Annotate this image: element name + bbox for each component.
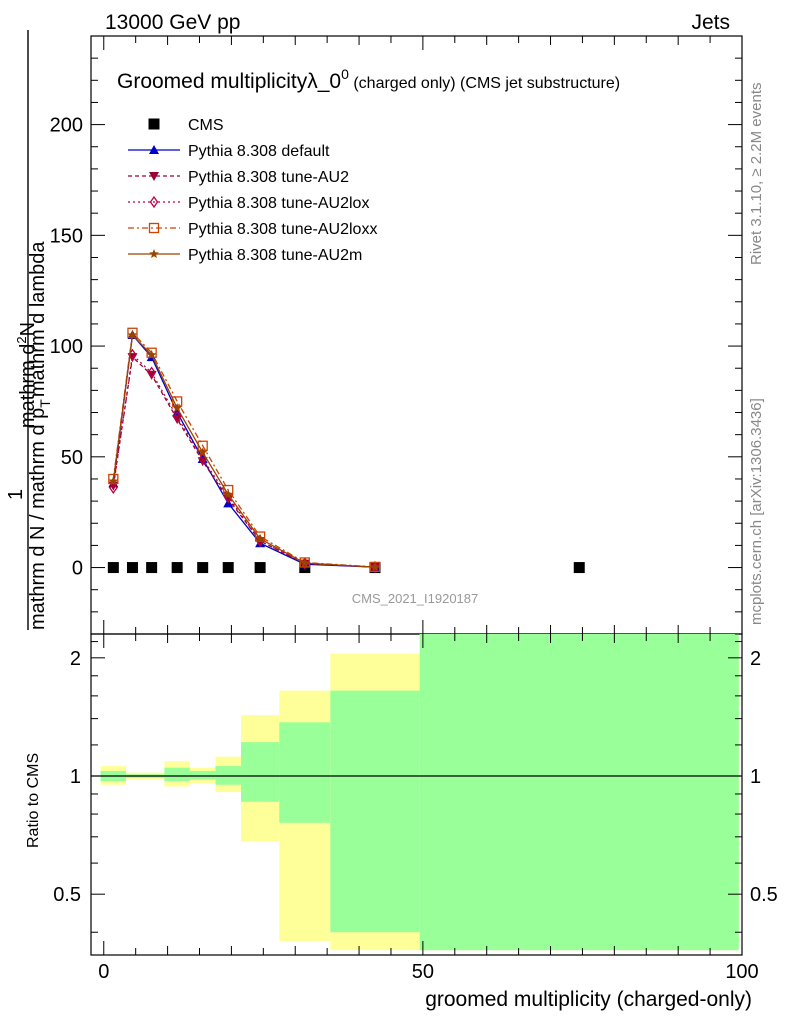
ratio-ytick-label-right: 2 bbox=[750, 648, 761, 670]
legend-label-pythia-8-308-default: Pythia 8.308 default bbox=[188, 143, 330, 160]
data-point-pythia-8-308-tune-au2m bbox=[300, 558, 310, 568]
ratio-ytick-label: 1 bbox=[70, 766, 81, 788]
data-point-pythia-8-308-tune-au2loxx bbox=[254, 531, 266, 542]
legend-marker-cms bbox=[148, 118, 160, 130]
main-ylabel: mathrm d N / mathrm d pTmathrm d lambda … bbox=[5, 30, 53, 630]
data-point-cms bbox=[126, 562, 138, 574]
data-series bbox=[107, 327, 585, 574]
data-point-pythia-8-308-tune-au2lox bbox=[147, 366, 156, 379]
ratio-band-inner-6 bbox=[240, 742, 280, 802]
data-point-pythia-8-308-tune-au2m bbox=[223, 489, 233, 499]
data-point-cms bbox=[171, 562, 183, 574]
data-point-pythia-8-308-tune-au2m bbox=[197, 447, 208, 457]
data-point-pythia-8-308-tune-au2lox bbox=[109, 481, 118, 494]
series-line-pythia-8-308-tune-au2loxx bbox=[112, 331, 376, 568]
data-point-pythia-8-308-tune-au2m bbox=[127, 330, 138, 339]
ratio-plot-frame bbox=[90, 633, 743, 956]
ratio-ytick-label-right: 0.5 bbox=[750, 884, 778, 906]
series-line-pythia-8-308-tune-au2 bbox=[112, 355, 376, 568]
legend-label-pythia-8-308-tune-au2loxx: Pythia 8.308 tune-AU2loxx bbox=[188, 221, 377, 238]
axes-ticks: 0 50 100 150 200 0 50 100 0.5 0.5 1 1 2 2 bbox=[50, 35, 778, 983]
data-point-cms bbox=[146, 562, 158, 574]
ratio-band-inner-4 bbox=[189, 770, 216, 780]
main-ytick-label: 0 bbox=[72, 558, 83, 580]
analysis-watermark: CMS_2021_I1920187 bbox=[352, 591, 479, 606]
main-ytick-label: 50 bbox=[61, 447, 83, 469]
mcplots-label: mcplots.cern.ch [arXiv:1306.3436] bbox=[748, 398, 765, 625]
data-point-pythia-8-308-tune-au2m bbox=[370, 562, 380, 572]
ratio-ylabel: Ratio to CMS bbox=[25, 753, 42, 848]
ratio-ytick-label-right: 1 bbox=[750, 766, 761, 788]
data-point-cms bbox=[197, 562, 209, 574]
plot-title-sup: 0 bbox=[341, 66, 349, 82]
ratio-ytick-label: 0.5 bbox=[53, 884, 81, 906]
main-ytick-label: 150 bbox=[50, 225, 83, 247]
rivet-label: Rivet 3.1.10, ≥ 2.2M events bbox=[748, 83, 765, 266]
data-point-cms bbox=[107, 562, 119, 574]
data-point-pythia-8-308-tune-au2m bbox=[108, 476, 119, 486]
ylabel-denominator-tail: mathrm d lambda bbox=[27, 241, 49, 397]
data-point-cms bbox=[573, 562, 585, 574]
ratio-xtick-label: 100 bbox=[725, 961, 758, 983]
main-ytick-label: 200 bbox=[50, 115, 83, 137]
legend-marker-pythia-8-308-tune-au2 bbox=[149, 172, 159, 181]
legend: CMS Pythia 8.308 default Pythia 8.308 tune… bbox=[128, 117, 377, 264]
data-point-pythia-8-308-tune-au2lox bbox=[172, 410, 182, 424]
data-point-cms bbox=[254, 562, 266, 574]
ratio-band-inner-9 bbox=[419, 634, 739, 951]
ylabel-denominator-left: mathrm d N / mathrm d p bbox=[27, 408, 49, 630]
legend-marker-pythia-8-308-tune-au2m bbox=[149, 249, 159, 258]
legend-marker-pythia-8-308-default bbox=[149, 145, 159, 154]
ratio-band-inner-3 bbox=[164, 767, 190, 782]
ylabel-prefix: 1 bbox=[5, 489, 27, 500]
ratio-band-inner-7 bbox=[279, 722, 331, 823]
plot-title-sub: (charged only) (CMS jet substructure) bbox=[349, 75, 620, 92]
plot-title-main: Groomed multiplicityλ_0 bbox=[117, 70, 341, 93]
legend-marker-pythia-8-308-tune-au2loxx bbox=[148, 222, 160, 234]
data-point-pythia-8-308-tune-au2loxx bbox=[299, 557, 310, 568]
ratio-xtick-label: 50 bbox=[412, 961, 434, 983]
ratio-ytick-label: 2 bbox=[70, 648, 81, 670]
ratio-band-inner-8 bbox=[330, 690, 420, 933]
legend-label-pythia-8-308-tune-au2lox: Pythia 8.308 tune-AU2lox bbox=[188, 195, 369, 212]
header-category: Jets bbox=[691, 11, 730, 34]
data-point-pythia-8-308-tune-au2loxx bbox=[108, 473, 119, 485]
legend-marker-pythia-8-308-tune-au2lox bbox=[149, 195, 159, 209]
main-ytick-label: 100 bbox=[50, 336, 83, 358]
data-point-pythia-8-308-tune-au2m bbox=[172, 403, 182, 413]
svg-text:mathrm d N / mathrm d pTmathrm: mathrm d N / mathrm d pTmathrm d lambda bbox=[27, 241, 53, 630]
plot-title: Groomed multiplicityλ_00 (charged only) … bbox=[117, 66, 620, 93]
data-point-cms bbox=[222, 562, 234, 574]
header-energy: 13000 GeV pp bbox=[105, 11, 240, 34]
ratio-bands bbox=[91, 634, 742, 951]
series-line-pythia-8-308-tune-au2lox bbox=[112, 353, 376, 568]
legend-label-pythia-8-308-tune-au2: Pythia 8.308 tune-AU2 bbox=[188, 169, 349, 186]
data-point-pythia-8-308-tune-au2m bbox=[255, 533, 265, 543]
legend-label-cms: CMS bbox=[188, 117, 224, 134]
xlabel: groomed multiplicity (charged-only) bbox=[425, 988, 752, 1011]
legend-label-pythia-8-308-tune-au2m: Pythia 8.308 tune-AU2m bbox=[188, 247, 362, 264]
ratio-xtick-label: 0 bbox=[98, 961, 109, 983]
data-point-pythia-8-308-tune-au2m bbox=[146, 349, 157, 359]
ylabel-denominator-sub: T bbox=[37, 399, 53, 408]
